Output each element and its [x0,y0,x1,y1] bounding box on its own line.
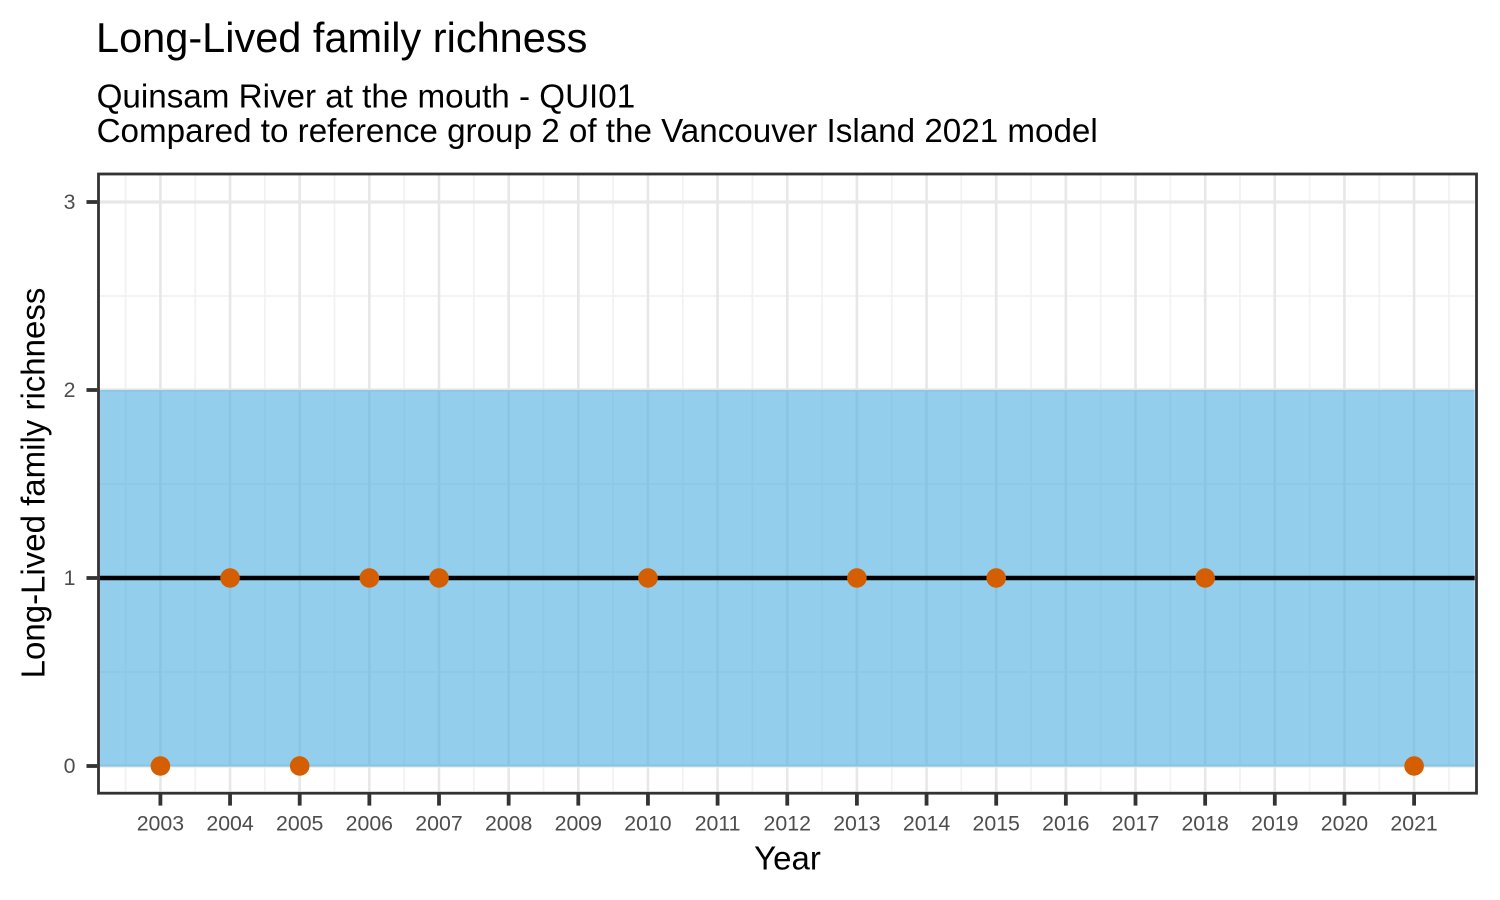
svg-text:2004: 2004 [206,812,254,836]
svg-text:2003: 2003 [137,812,184,836]
svg-text:2020: 2020 [1321,812,1369,836]
svg-text:Quinsam River at the mouth - Q: Quinsam River at the mouth - QUI01 [97,79,636,116]
svg-text:2: 2 [64,378,76,402]
svg-text:2013: 2013 [833,812,880,836]
svg-text:2006: 2006 [346,812,393,836]
svg-text:3: 3 [64,190,76,214]
svg-text:2005: 2005 [276,812,323,836]
svg-text:2019: 2019 [1251,812,1298,836]
svg-text:Year: Year [754,839,821,876]
svg-text:Long-Lived family richness: Long-Lived family richness [14,288,51,679]
svg-text:2016: 2016 [1042,812,1089,836]
svg-text:0: 0 [64,754,76,778]
svg-text:2017: 2017 [1112,812,1159,836]
svg-text:2010: 2010 [624,812,672,836]
svg-text:Long-Lived family richness: Long-Lived family richness [96,14,587,61]
svg-text:2014: 2014 [903,812,951,836]
svg-text:2012: 2012 [764,812,811,836]
svg-text:2018: 2018 [1181,812,1228,836]
svg-text:Compared to reference group 2: Compared to reference group 2 of the Van… [97,113,1098,150]
svg-text:1: 1 [64,566,76,590]
svg-text:2011: 2011 [695,812,741,836]
svg-text:2009: 2009 [555,812,602,836]
svg-text:2015: 2015 [973,812,1020,836]
svg-text:2008: 2008 [485,812,532,836]
svg-text:2021: 2021 [1390,812,1437,836]
svg-text:2007: 2007 [415,812,462,836]
